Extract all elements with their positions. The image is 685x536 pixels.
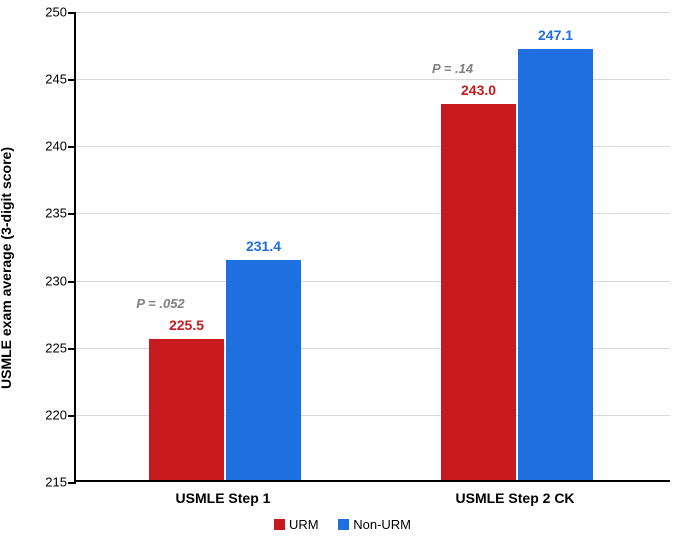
legend-swatch-nonurm: [338, 519, 349, 530]
y-tick: [68, 415, 76, 417]
y-tick: [68, 213, 76, 215]
bar-value-label: 231.4: [246, 238, 281, 254]
legend-label-urm: URM: [289, 517, 319, 532]
y-tick: [68, 281, 76, 283]
y-tick-label: 215: [45, 475, 67, 490]
legend-item-nonurm: Non-URM: [338, 517, 411, 532]
bar-urm-1: [441, 104, 516, 480]
legend: URM Non-URM: [0, 517, 685, 532]
y-tick: [68, 79, 76, 81]
p-value-annotation: P = .14: [432, 61, 473, 76]
bar-nonurm-0: [226, 260, 301, 480]
p-value-annotation: P = .052: [136, 296, 184, 311]
bar-nonurm-1: [518, 49, 593, 480]
y-tick-label: 240: [45, 139, 67, 154]
y-tick-label: 245: [45, 72, 67, 87]
bar-value-label: 243.0: [461, 82, 496, 98]
y-axis-label: USMLE exam average (3-digit score): [0, 147, 14, 389]
legend-item-urm: URM: [274, 517, 319, 532]
chart-container: USMLE exam average (3-digit score) 225.5…: [0, 0, 685, 536]
y-tick: [68, 12, 76, 14]
y-tick-label: 220: [45, 407, 67, 422]
y-tick: [68, 482, 76, 484]
x-category-label: USMLE Step 1: [176, 490, 271, 506]
bar-value-label: 225.5: [169, 317, 204, 333]
y-tick: [68, 146, 76, 148]
plot-area: 225.5 231.4 P = .052 243.0 247.1 P = .14: [74, 12, 670, 482]
y-tick-label: 250: [45, 5, 67, 20]
y-tick-label: 230: [45, 273, 67, 288]
legend-swatch-urm: [274, 519, 285, 530]
y-tick: [68, 348, 76, 350]
x-category-label: USMLE Step 2 CK: [456, 490, 575, 506]
bar-urm-0: [149, 339, 224, 480]
gridline: [76, 12, 670, 13]
bar-value-label: 247.1: [538, 27, 573, 43]
y-tick-label: 235: [45, 206, 67, 221]
y-tick-label: 225: [45, 340, 67, 355]
legend-label-nonurm: Non-URM: [353, 517, 411, 532]
